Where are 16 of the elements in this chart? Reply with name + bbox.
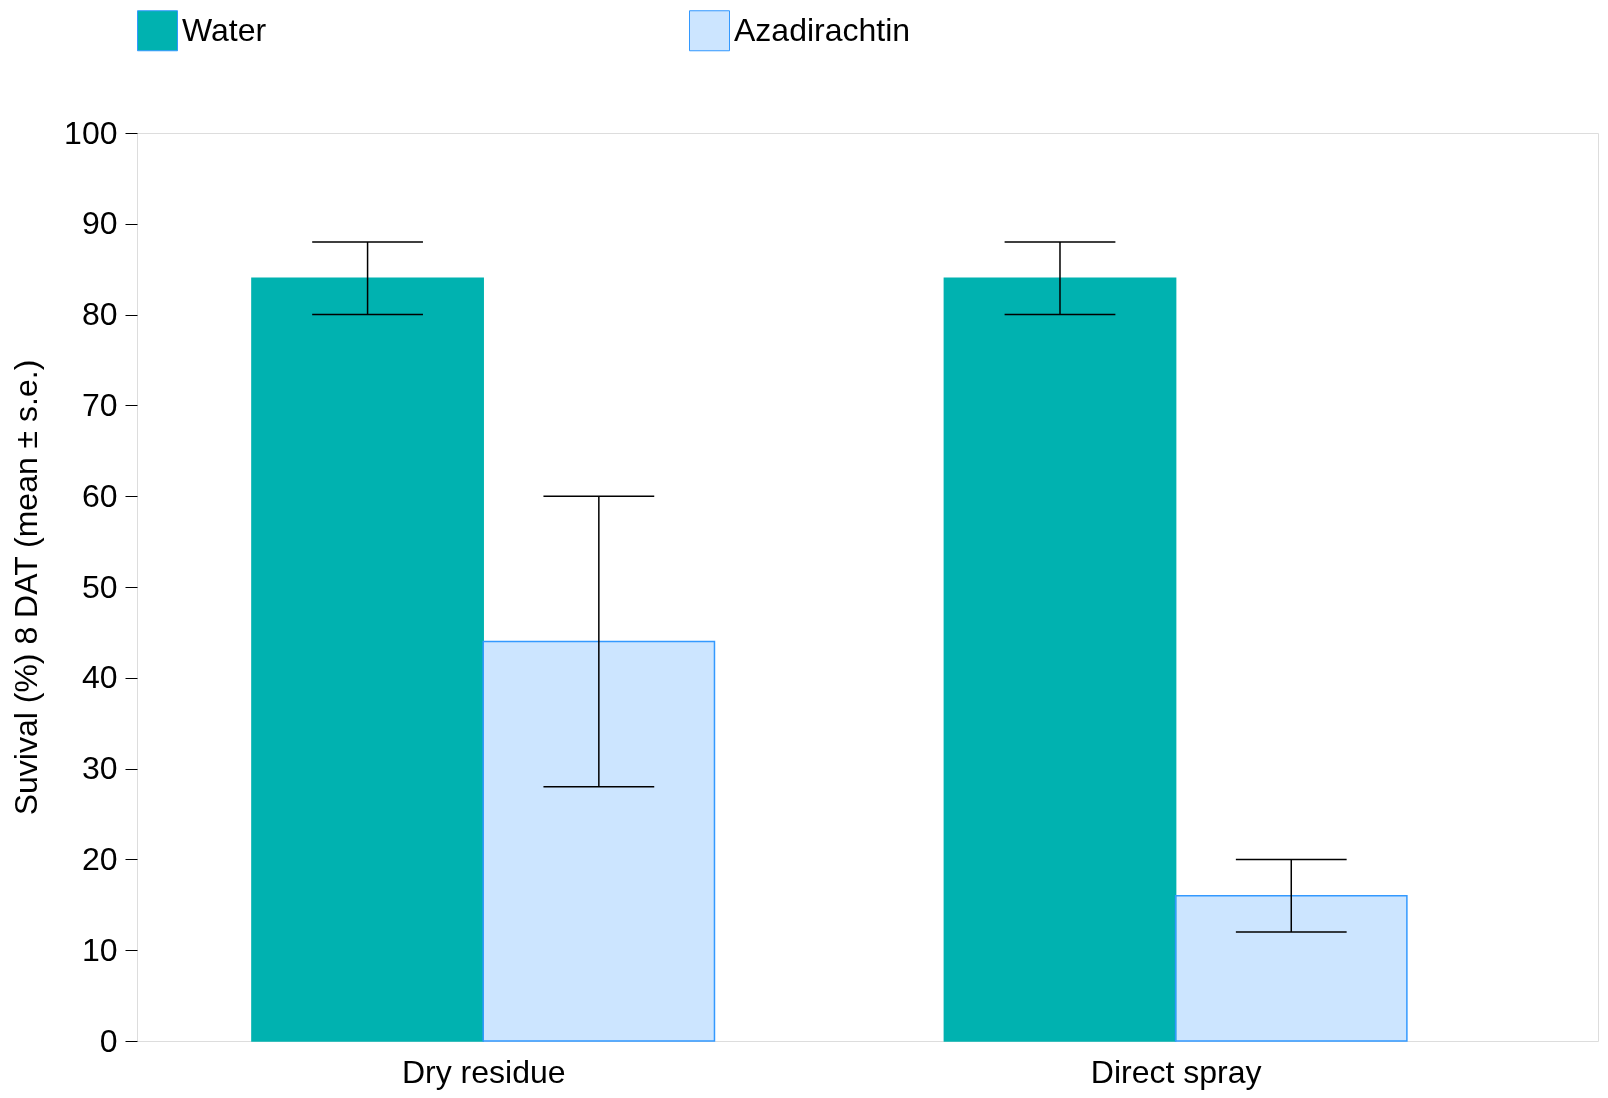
x-tick-label: Dry residue bbox=[401, 1053, 566, 1090]
y-tick-label: 80 bbox=[81, 296, 118, 333]
y-tick-label: 0 bbox=[99, 1022, 118, 1059]
y-tick-label: 20 bbox=[81, 840, 118, 877]
legend-label: Azadirachtin bbox=[734, 11, 911, 48]
y-axis-title: Suvival (%) 8 DAT (mean ± s.e.) bbox=[8, 359, 45, 816]
y-tick-label: 40 bbox=[81, 659, 118, 696]
y-tick-label: 10 bbox=[81, 931, 118, 968]
y-tick-label: 90 bbox=[81, 205, 118, 242]
y-tick-label: 100 bbox=[64, 114, 118, 151]
x-tick-label: Direct spray bbox=[1090, 1053, 1262, 1090]
y-tick-label: 70 bbox=[81, 386, 118, 423]
y-tick-label: 50 bbox=[81, 568, 118, 605]
y-tick-label: 60 bbox=[81, 477, 118, 514]
y-tick-label: 30 bbox=[81, 750, 118, 787]
legend-label: Water bbox=[182, 11, 267, 48]
